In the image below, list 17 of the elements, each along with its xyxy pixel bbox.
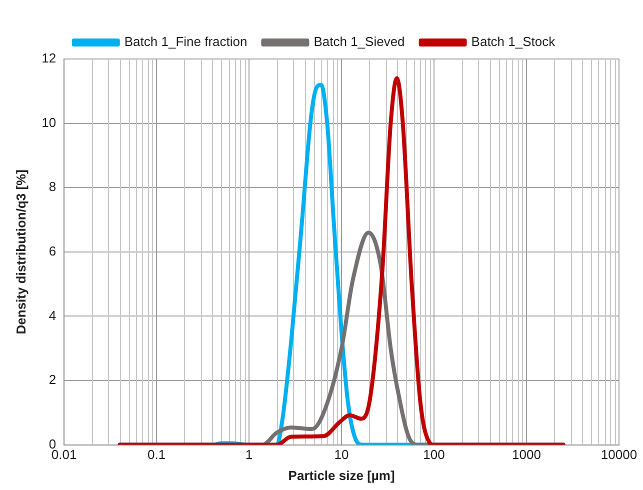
x-tick-label: 1000 [512,447,541,462]
x-tick-label: 1 [245,447,253,462]
legend-label: Batch 1_Stock [471,34,556,50]
y-axis-title: Density distribution/q3 [%] [13,170,28,334]
x-axis-title: Particle size [µm] [288,468,395,483]
y-tick-label: 10 [42,114,56,130]
y-tick-label: 4 [48,308,56,323]
legend-label: Batch 1_Fine fraction [124,34,248,50]
x-tick-label: 100 [423,447,445,462]
y-tick-label: 8 [48,179,56,194]
y-tick-label: 6 [48,243,56,258]
legend-label: Batch 1_Sieved [314,34,405,50]
y-tick-label: 2 [48,372,56,388]
y-tick-label: 12 [42,50,56,66]
x-tick-label: 10 [334,447,349,462]
x-tick-label: 0.1 [148,447,166,462]
x-tick-label: 10000 [600,447,638,462]
